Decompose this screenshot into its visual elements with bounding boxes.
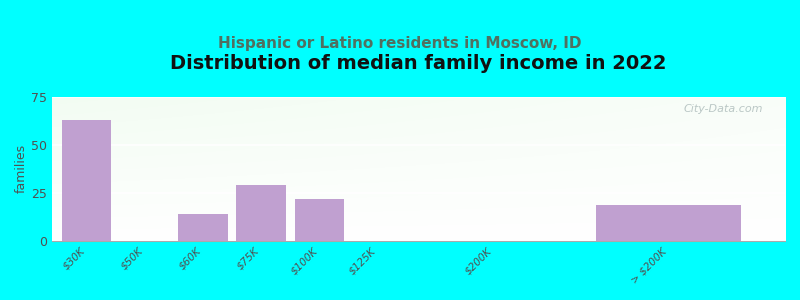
Title: Distribution of median family income in 2022: Distribution of median family income in … <box>170 54 666 73</box>
Text: Hispanic or Latino residents in Moscow, ID: Hispanic or Latino residents in Moscow, … <box>218 36 582 51</box>
Bar <box>178 214 228 241</box>
Text: City-Data.com: City-Data.com <box>683 104 763 114</box>
Bar <box>294 199 344 241</box>
Bar <box>62 120 111 241</box>
Y-axis label: families: families <box>15 144 28 194</box>
Bar <box>237 185 286 241</box>
Bar <box>596 205 742 241</box>
